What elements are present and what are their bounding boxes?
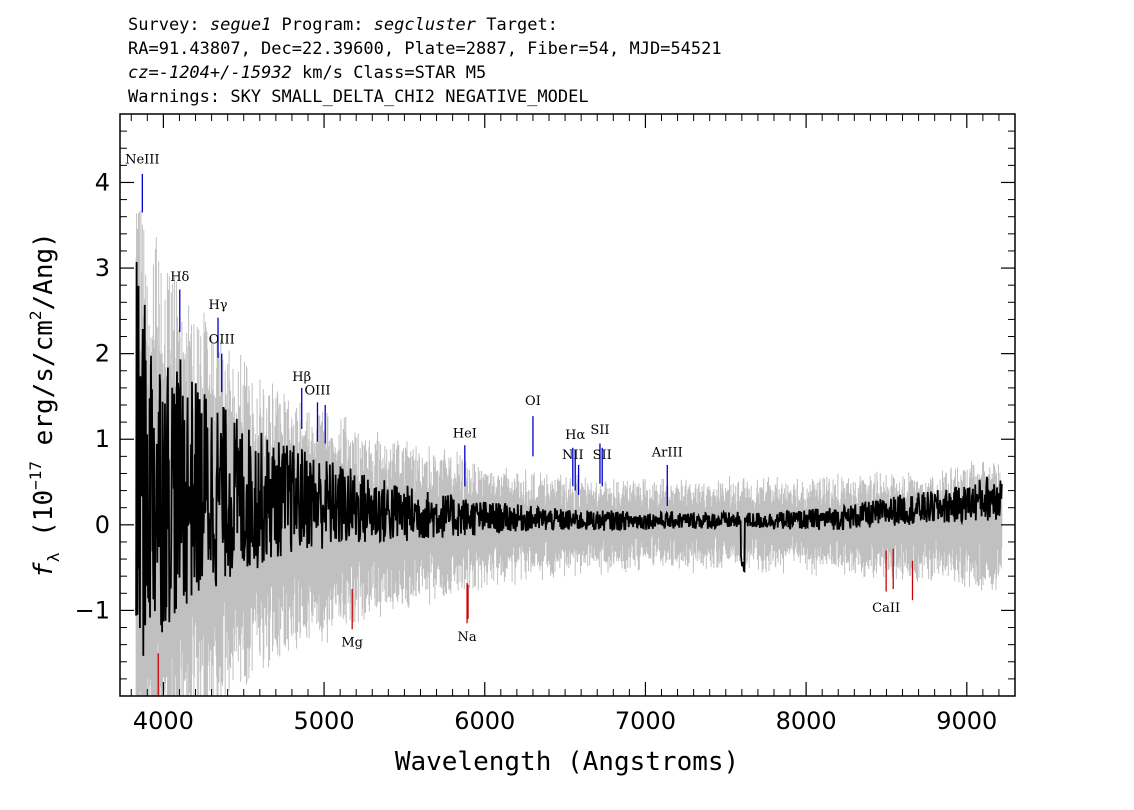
absorption-line-label: CaII: [872, 601, 900, 616]
emission-line-label: SII: [590, 423, 609, 438]
y-tick-label: 0: [95, 511, 110, 539]
y-tick-label: 4: [95, 168, 110, 196]
svg-text:fλ (10−17 erg/s/cm2/Ang): fλ (10−17 erg/s/cm2/Ang): [26, 232, 63, 578]
emission-line-label: NeIII: [125, 153, 159, 168]
header-line-2: RA=91.43807, Dec=22.39600, Plate=2887, F…: [128, 39, 722, 59]
emission-line-label: OI: [525, 394, 541, 409]
emission-line-label: NII: [562, 448, 584, 463]
emission-line-label: OIII: [304, 384, 330, 399]
y-tick-label: 1: [95, 425, 110, 453]
header-line-4: Warnings: SKY SMALL_DELTA_CHI2 NEGATIVE_…: [128, 87, 589, 107]
absorption-line-label: Na: [458, 630, 477, 645]
emission-line-label: Hγ: [208, 298, 227, 313]
axis-tick-labels: 4000 5000 6000 7000 8000 9000 −1 0 1 2 3 4: [75, 168, 998, 735]
x-tick-label: 7000: [615, 707, 676, 735]
series-layer: [135, 210, 1003, 696]
emission-line-label: OIII: [209, 332, 235, 347]
x-tick-label: 4000: [133, 707, 194, 735]
emission-line-label: SII: [593, 448, 612, 463]
emission-line-label: Hδ: [170, 270, 189, 285]
header-line-3: cz=-1204+/-15932 km/s Class=STAR M5: [128, 63, 486, 83]
header-block: Survey: segue1 Program: segcluster Targe…: [128, 15, 722, 107]
x-tick-label: 8000: [776, 707, 837, 735]
y-axis-title: fλ (10−17 erg/s/cm2/Ang): [26, 232, 63, 578]
flux-series: [135, 261, 1003, 656]
x-axis-title: Wavelength (Angstroms): [395, 747, 739, 777]
emission-line-label: Hα: [565, 428, 585, 443]
y-tick-label: 3: [95, 254, 110, 282]
emission-line-label: Hβ: [292, 370, 311, 385]
axis-ticks: [120, 114, 1016, 696]
absorption-line-label: Mg: [341, 635, 363, 650]
y-tick-label: −1: [75, 596, 110, 624]
emission-line-label: HeI: [453, 427, 477, 442]
y-tick-label: 2: [95, 340, 110, 368]
x-tick-label: 5000: [294, 707, 355, 735]
x-tick-label: 9000: [936, 707, 997, 735]
emission-line-label: ArIII: [651, 445, 683, 460]
header-line-1: Survey: segue1 Program: segcluster Targe…: [128, 15, 558, 35]
x-tick-label: 6000: [454, 707, 515, 735]
